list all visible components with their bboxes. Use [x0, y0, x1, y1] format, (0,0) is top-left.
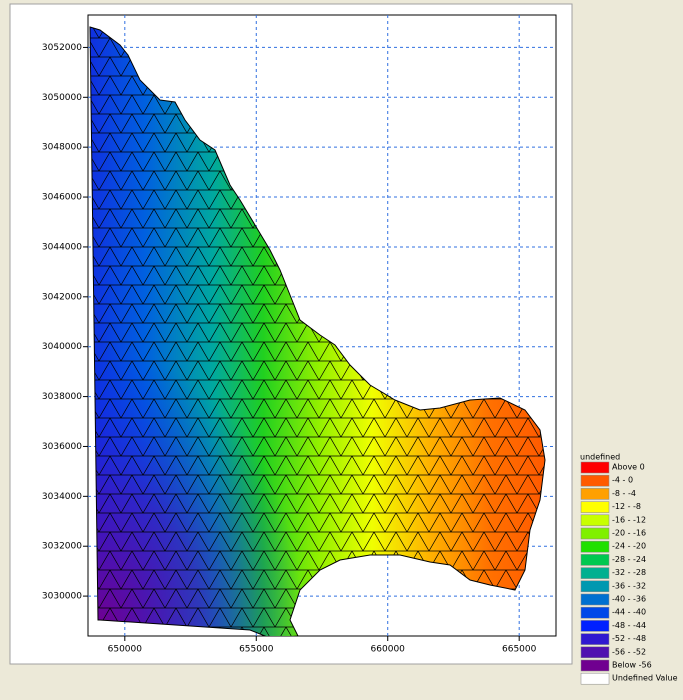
- y-tick-label: 3042000: [42, 292, 82, 302]
- legend-swatch: [580, 527, 610, 540]
- legend-swatch: [580, 672, 610, 685]
- legend-swatch: [580, 474, 610, 487]
- y-tick-label: 3048000: [42, 143, 82, 153]
- legend-title: undefined: [580, 453, 620, 462]
- y-tick-label: 3040000: [42, 342, 82, 352]
- legend-swatch: [580, 620, 610, 632]
- legend-label: -52 - -48: [612, 634, 646, 643]
- legend-swatch: [580, 606, 610, 619]
- x-tick-label: 665000: [502, 645, 537, 655]
- x-tick-label: 655000: [239, 645, 274, 655]
- y-tick-label: 3034000: [42, 492, 82, 502]
- legend-swatch: [580, 514, 610, 527]
- legend-swatch: [580, 501, 610, 513]
- legend-label: -32 - -28: [612, 568, 646, 577]
- y-tick-label: 3030000: [42, 592, 82, 602]
- x-tick-label: 660000: [371, 645, 406, 655]
- legend-label: -36 - -32: [612, 581, 646, 590]
- legend-label: -20 - -16: [612, 529, 646, 538]
- legend-swatch: [580, 580, 610, 593]
- legend-swatch: [580, 554, 610, 566]
- legend-label: -12 - -8: [612, 502, 641, 511]
- legend-swatch: [580, 488, 610, 500]
- y-tick-label: 3038000: [42, 392, 82, 402]
- legend-label: -28 - -24: [612, 555, 646, 564]
- legend-label: Below -56: [612, 661, 652, 670]
- legend-label: -56 - -52: [612, 647, 646, 656]
- legend-swatch: [580, 567, 610, 579]
- y-tick-label: 3032000: [42, 542, 82, 552]
- legend-swatch: [580, 461, 610, 474]
- legend-label: -4 - 0: [612, 476, 633, 485]
- legend-label: -8 - -4: [612, 489, 636, 498]
- legend-label: -44 - -40: [612, 608, 646, 617]
- legend-label: -16 - -12: [612, 515, 646, 524]
- y-tick-label: 3044000: [42, 242, 82, 252]
- legend-swatch: [580, 659, 610, 672]
- y-tick-label: 3046000: [42, 193, 82, 203]
- mesh-lines: [89, 26, 546, 636]
- legend-swatch: [580, 646, 610, 659]
- legend-label: -40 - -36: [612, 595, 646, 604]
- legend-swatch: [580, 593, 610, 606]
- legend-label: Undefined Value: [612, 674, 678, 683]
- y-tick-label: 3036000: [42, 442, 82, 452]
- legend-label: -48 - -44: [612, 621, 646, 630]
- y-tick-label: 3052000: [42, 43, 82, 53]
- legend-label: -24 - -20: [612, 542, 646, 551]
- legend-swatch: [580, 633, 610, 645]
- legend-swatch: [580, 540, 610, 553]
- legend-label: Above 0: [612, 463, 645, 472]
- x-tick-label: 650000: [108, 645, 143, 655]
- y-tick-label: 3050000: [42, 93, 82, 103]
- mesh: [89, 26, 546, 636]
